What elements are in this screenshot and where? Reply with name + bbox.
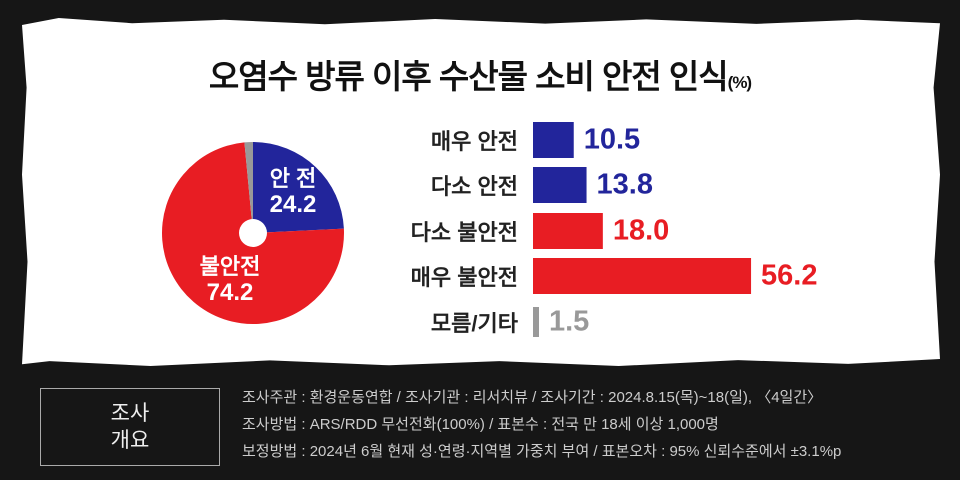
bar-category-label: 다소 안전: [430, 174, 518, 199]
survey-line-sponsor: 조사주관 : 환경운동연합 / 조사기관 : 리서치뷰 / 조사기간 : 202…: [242, 389, 823, 406]
bar: [533, 307, 539, 337]
pie-center-hole: [239, 219, 267, 247]
bar-value-label: 56.2: [761, 259, 818, 292]
pie-label-unsafe-value: 74.2: [206, 279, 254, 306]
bar-value-label: 13.8: [596, 168, 653, 201]
pie-label-unsafe-name: 불안전: [199, 254, 261, 279]
title-unit: (%): [727, 73, 752, 92]
bar-category-label: 매우 불안전: [410, 265, 518, 290]
bar-value-label: 18.0: [612, 214, 670, 247]
bar-value-label: 1.5: [549, 305, 590, 338]
bar: [533, 167, 587, 203]
survey-overview-box: 조사 개요: [40, 388, 220, 466]
bar: [533, 213, 603, 249]
survey-line-method: 조사방법 : ARS/RDD 무선전화(100%) / 표본수 : 전국 만 1…: [242, 416, 719, 433]
pie-slice: [253, 142, 344, 233]
bar: [533, 258, 752, 294]
bar: [533, 122, 574, 158]
bar-category-label: 매우 안전: [430, 129, 518, 154]
survey-line-weighting: 보정방법 : 2024년 6월 현재 성·연령·지역별 가중치 부여 / 표본오…: [242, 443, 842, 460]
pie-label-safe: 안 전 24.2: [258, 166, 328, 218]
pie-label-safe-name: 안 전: [269, 166, 317, 191]
title-text: 오염수 방류 이후 수산물 소비 안전 인식: [208, 58, 729, 95]
pie-label-safe-value: 24.2: [269, 191, 317, 218]
bar-category-label: 모름/기타: [430, 311, 518, 336]
pie-label-unsafe: 불안전 74.2: [190, 254, 270, 306]
bar-category-label: 다소 불안전: [410, 220, 518, 245]
bar-value-label: 10.5: [583, 123, 641, 156]
survey-box-label-2: 개요: [110, 429, 150, 452]
pie-slice: [244, 142, 253, 233]
survey-notes: 조사주관 : 환경운동연합 / 조사기관 : 리서치뷰 / 조사기간 : 202…: [242, 384, 841, 465]
survey-box-label-1: 조사: [110, 402, 150, 425]
chart-title: 오염수 방류 이후 수산물 소비 안전 인식(%): [0, 50, 960, 98]
